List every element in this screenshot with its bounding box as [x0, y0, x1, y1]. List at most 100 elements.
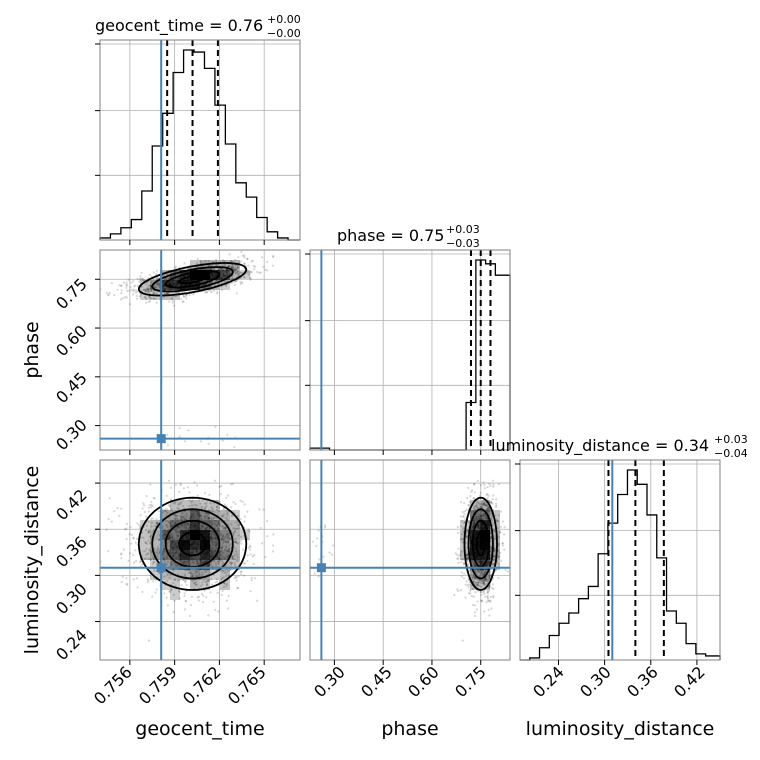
scatter-point — [492, 521, 495, 525]
scatter-point — [143, 504, 146, 507]
scatter-point — [147, 290, 150, 293]
scatter-point — [162, 287, 165, 290]
scatter-point — [220, 288, 224, 291]
scatter-point — [187, 539, 190, 542]
scatter-point — [211, 540, 214, 544]
scatter-point — [220, 277, 223, 280]
scatter-point — [211, 272, 214, 275]
scatter-point — [479, 515, 482, 518]
scatter-point — [234, 280, 237, 283]
scatter-point — [206, 558, 209, 562]
scatter-point — [170, 281, 173, 284]
scatter-point — [157, 548, 160, 551]
scatter-point — [210, 539, 213, 542]
scatter-point — [477, 554, 480, 558]
scatter-point — [193, 503, 196, 506]
scatter-point — [214, 272, 217, 275]
scatter-point — [481, 541, 484, 544]
scatter-point — [183, 529, 186, 532]
scatter-point — [150, 290, 153, 293]
scatter-point — [134, 549, 137, 552]
scatter-point — [176, 564, 179, 567]
scatter-point — [177, 507, 180, 510]
scatter-point — [501, 542, 504, 545]
scatter-point — [218, 510, 221, 513]
scatter-point — [469, 539, 472, 542]
scatter-point — [183, 544, 186, 547]
scatter-point — [192, 557, 195, 561]
scatter-point — [481, 524, 484, 527]
scatter-point — [208, 272, 211, 275]
scatter-point — [174, 500, 177, 503]
scatter-point — [472, 563, 476, 566]
scatter-point — [488, 576, 491, 580]
scatter-point — [483, 483, 486, 487]
scatter-point — [187, 278, 190, 281]
scatter-point — [485, 536, 488, 539]
scatter-point — [212, 516, 215, 519]
scatter-point — [484, 578, 487, 581]
scatter-point — [477, 517, 480, 520]
scatter-point — [485, 537, 488, 540]
scatter-point — [156, 283, 159, 286]
scatter-point — [487, 563, 491, 566]
scatter-point — [480, 569, 483, 572]
scatter-point — [171, 280, 174, 283]
scatter-point — [199, 261, 203, 264]
scatter-point — [476, 558, 479, 561]
scatter-point — [167, 541, 170, 544]
scatter-point — [488, 507, 491, 510]
scatter-point — [177, 535, 180, 538]
scatter-point — [197, 568, 200, 571]
scatter-point — [189, 544, 192, 547]
scatter-point — [246, 271, 249, 274]
scatter-point — [206, 545, 209, 548]
scatter-point — [492, 494, 495, 497]
scatter-point — [478, 540, 481, 543]
scatter-point — [158, 571, 161, 575]
scatter-point — [481, 503, 484, 506]
scatter-point — [493, 550, 496, 553]
scatter-point — [217, 562, 220, 565]
scatter-point — [153, 569, 156, 572]
scatter-point — [233, 258, 237, 261]
scatter-point — [234, 540, 237, 543]
scatter-point — [499, 525, 503, 529]
scatter-point — [200, 280, 203, 283]
scatter-point — [230, 523, 233, 526]
scatter-point — [224, 270, 227, 273]
scatter-point — [214, 479, 217, 482]
scatter-point — [184, 540, 188, 543]
scatter-point — [208, 520, 211, 523]
scatter-point — [195, 527, 198, 531]
scatter-point — [490, 501, 493, 505]
scatter-point — [134, 560, 138, 563]
scatter-point — [181, 287, 184, 290]
scatter-point — [202, 542, 206, 545]
scatter-point — [192, 278, 196, 281]
scatter-point — [464, 596, 467, 599]
scatter-point — [251, 259, 254, 262]
scatter-point — [179, 558, 182, 561]
scatter-point — [187, 540, 191, 543]
scatter-point — [237, 272, 240, 275]
scatter-point — [181, 287, 184, 290]
density-cell — [190, 560, 200, 570]
scatter-point — [472, 520, 476, 523]
scatter-point — [478, 549, 481, 552]
scatter-point — [144, 557, 147, 560]
scatter-point — [176, 564, 179, 567]
density-cell — [220, 530, 230, 540]
scatter-point — [155, 273, 158, 276]
density-cell — [160, 520, 170, 530]
scatter-point — [206, 535, 209, 538]
scatter-point — [208, 551, 211, 554]
scatter-point — [479, 535, 482, 538]
scatter-point — [199, 559, 202, 562]
scatter-point — [473, 520, 476, 523]
scatter-point — [191, 533, 194, 537]
scatter-point — [120, 284, 123, 288]
scatter-point — [472, 519, 475, 522]
scatter-point — [204, 272, 207, 276]
density-cell — [490, 540, 500, 550]
